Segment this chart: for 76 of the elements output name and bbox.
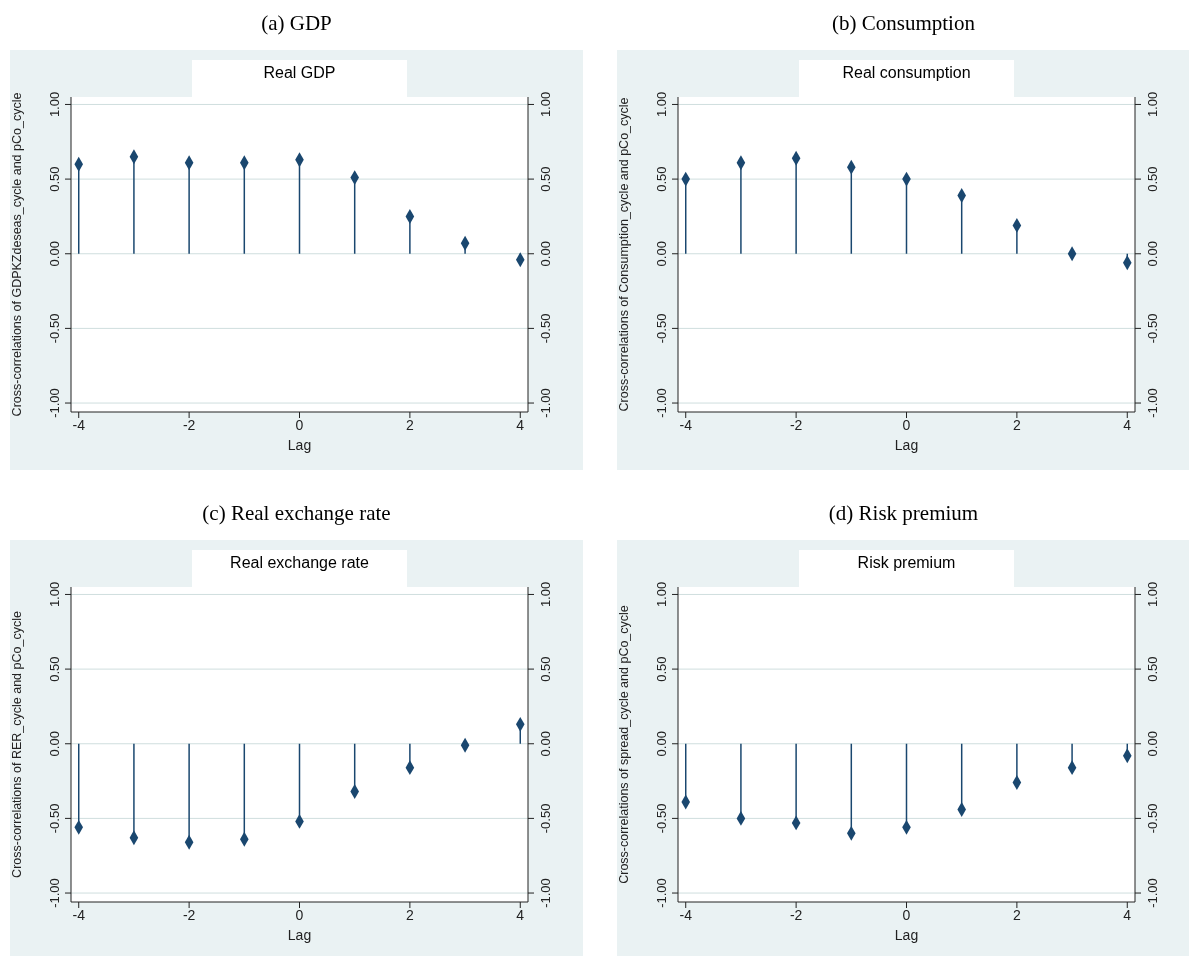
y-tick-label: -1.00 — [654, 388, 669, 418]
y2-tick-label: -1.00 — [537, 878, 553, 908]
y-tick-label: -0.50 — [654, 313, 669, 344]
x-axis-title: Lag — [894, 927, 919, 943]
y-tick-label: -0.50 — [654, 803, 669, 834]
y2-tick-label: 0.00 — [537, 731, 553, 757]
y-axis-title: Cross-correlations of spread_cycle and pCo_cycle — [617, 605, 632, 884]
y2-tick-label: -0.50 — [537, 313, 553, 344]
y-tick-label: -0.50 — [47, 313, 62, 344]
y-tick-label: 1.00 — [654, 581, 669, 608]
x-tick-label: 4 — [1123, 416, 1132, 433]
x-tick-label: 4 — [516, 416, 525, 433]
x-tick-label: 0 — [902, 906, 911, 923]
y2-tick-label: 0.00 — [1144, 241, 1160, 267]
x-tick-label: 4 — [1123, 906, 1132, 923]
x-tick-label: -4 — [679, 416, 693, 433]
x-tick-label: -2 — [182, 906, 196, 923]
x-tick-label: 4 — [516, 906, 525, 923]
y2-tick-label: 0.50 — [537, 656, 553, 682]
y-tick-label: 1.00 — [654, 91, 669, 118]
y2-tick-label: 1.00 — [1144, 581, 1160, 608]
y2-tick-label: 1.00 — [537, 91, 553, 118]
x-tick-label: 2 — [405, 416, 414, 433]
chart-subtitle: Risk premium — [856, 553, 957, 573]
y2-tick-label: -0.50 — [537, 803, 553, 834]
x-tick-label: 0 — [295, 906, 304, 923]
y-tick-label: 0.00 — [654, 731, 669, 757]
y-tick-label: 0.00 — [654, 241, 669, 267]
y-tick-label: 0.50 — [654, 166, 669, 192]
x-tick-label: -4 — [679, 906, 693, 923]
chart-subtitle: Real exchange rate — [229, 553, 370, 573]
y-tick-label: 0.00 — [47, 241, 62, 267]
y-tick-label: 1.00 — [47, 581, 62, 608]
x-tick-label: 2 — [1012, 416, 1021, 433]
y2-tick-label: -1.00 — [537, 388, 553, 418]
x-tick-label: 2 — [1012, 906, 1021, 923]
y-tick-label: 1.00 — [47, 91, 62, 118]
x-tick-label: 0 — [295, 416, 304, 433]
y-axis-title: Cross-correlations of GDPKZdeseas_cycle and pCo_cycle — [10, 92, 25, 417]
y2-tick-label: -0.50 — [1144, 803, 1160, 834]
y-axis-title: Cross-correlations of RER_cycle and pCo_cycle — [10, 611, 25, 878]
y-tick-label: 0.00 — [47, 731, 62, 757]
y2-tick-label: -1.00 — [1144, 388, 1160, 418]
x-axis-title: Lag — [287, 927, 312, 943]
y2-tick-label: -1.00 — [1144, 878, 1160, 908]
x-axis-title: Lag — [894, 437, 919, 453]
y2-tick-label: -0.50 — [1144, 313, 1160, 344]
x-tick-label: -4 — [72, 416, 86, 433]
y-axis-title: Cross-correlations of Consumption_cycle and pCo_cycle — [617, 97, 632, 412]
y-tick-label: -1.00 — [47, 878, 62, 908]
x-tick-label: -2 — [182, 416, 196, 433]
y-tick-label: -1.00 — [47, 388, 62, 418]
y2-tick-label: 0.50 — [537, 166, 553, 192]
y-tick-label: 0.50 — [47, 166, 62, 192]
x-tick-label: 0 — [902, 416, 911, 433]
x-tick-label: -2 — [789, 416, 803, 433]
y-tick-label: -0.50 — [47, 803, 62, 834]
chart-title: (b) Consumption — [831, 10, 976, 37]
x-axis-title: Lag — [287, 437, 312, 453]
chart-subtitle: Real consumption — [841, 63, 972, 83]
y2-tick-label: 0.50 — [1144, 166, 1160, 192]
y2-tick-label: 0.00 — [1144, 731, 1160, 757]
chart-subtitle: Real GDP — [262, 63, 337, 83]
y-tick-label: -1.00 — [654, 878, 669, 908]
chart-title: (a) GDP — [260, 10, 333, 37]
y2-tick-label: 0.00 — [537, 241, 553, 267]
y-tick-label: 0.50 — [654, 656, 669, 682]
x-tick-label: 2 — [405, 906, 414, 923]
x-tick-label: -4 — [72, 906, 86, 923]
y2-tick-label: 1.00 — [1144, 91, 1160, 118]
y2-tick-label: 1.00 — [537, 581, 553, 608]
chart-title: (c) Real exchange rate — [201, 500, 392, 527]
x-tick-label: -2 — [789, 906, 803, 923]
y-tick-label: 0.50 — [47, 656, 62, 682]
y2-tick-label: 0.50 — [1144, 656, 1160, 682]
chart-title: (d) Risk premium — [827, 500, 980, 527]
